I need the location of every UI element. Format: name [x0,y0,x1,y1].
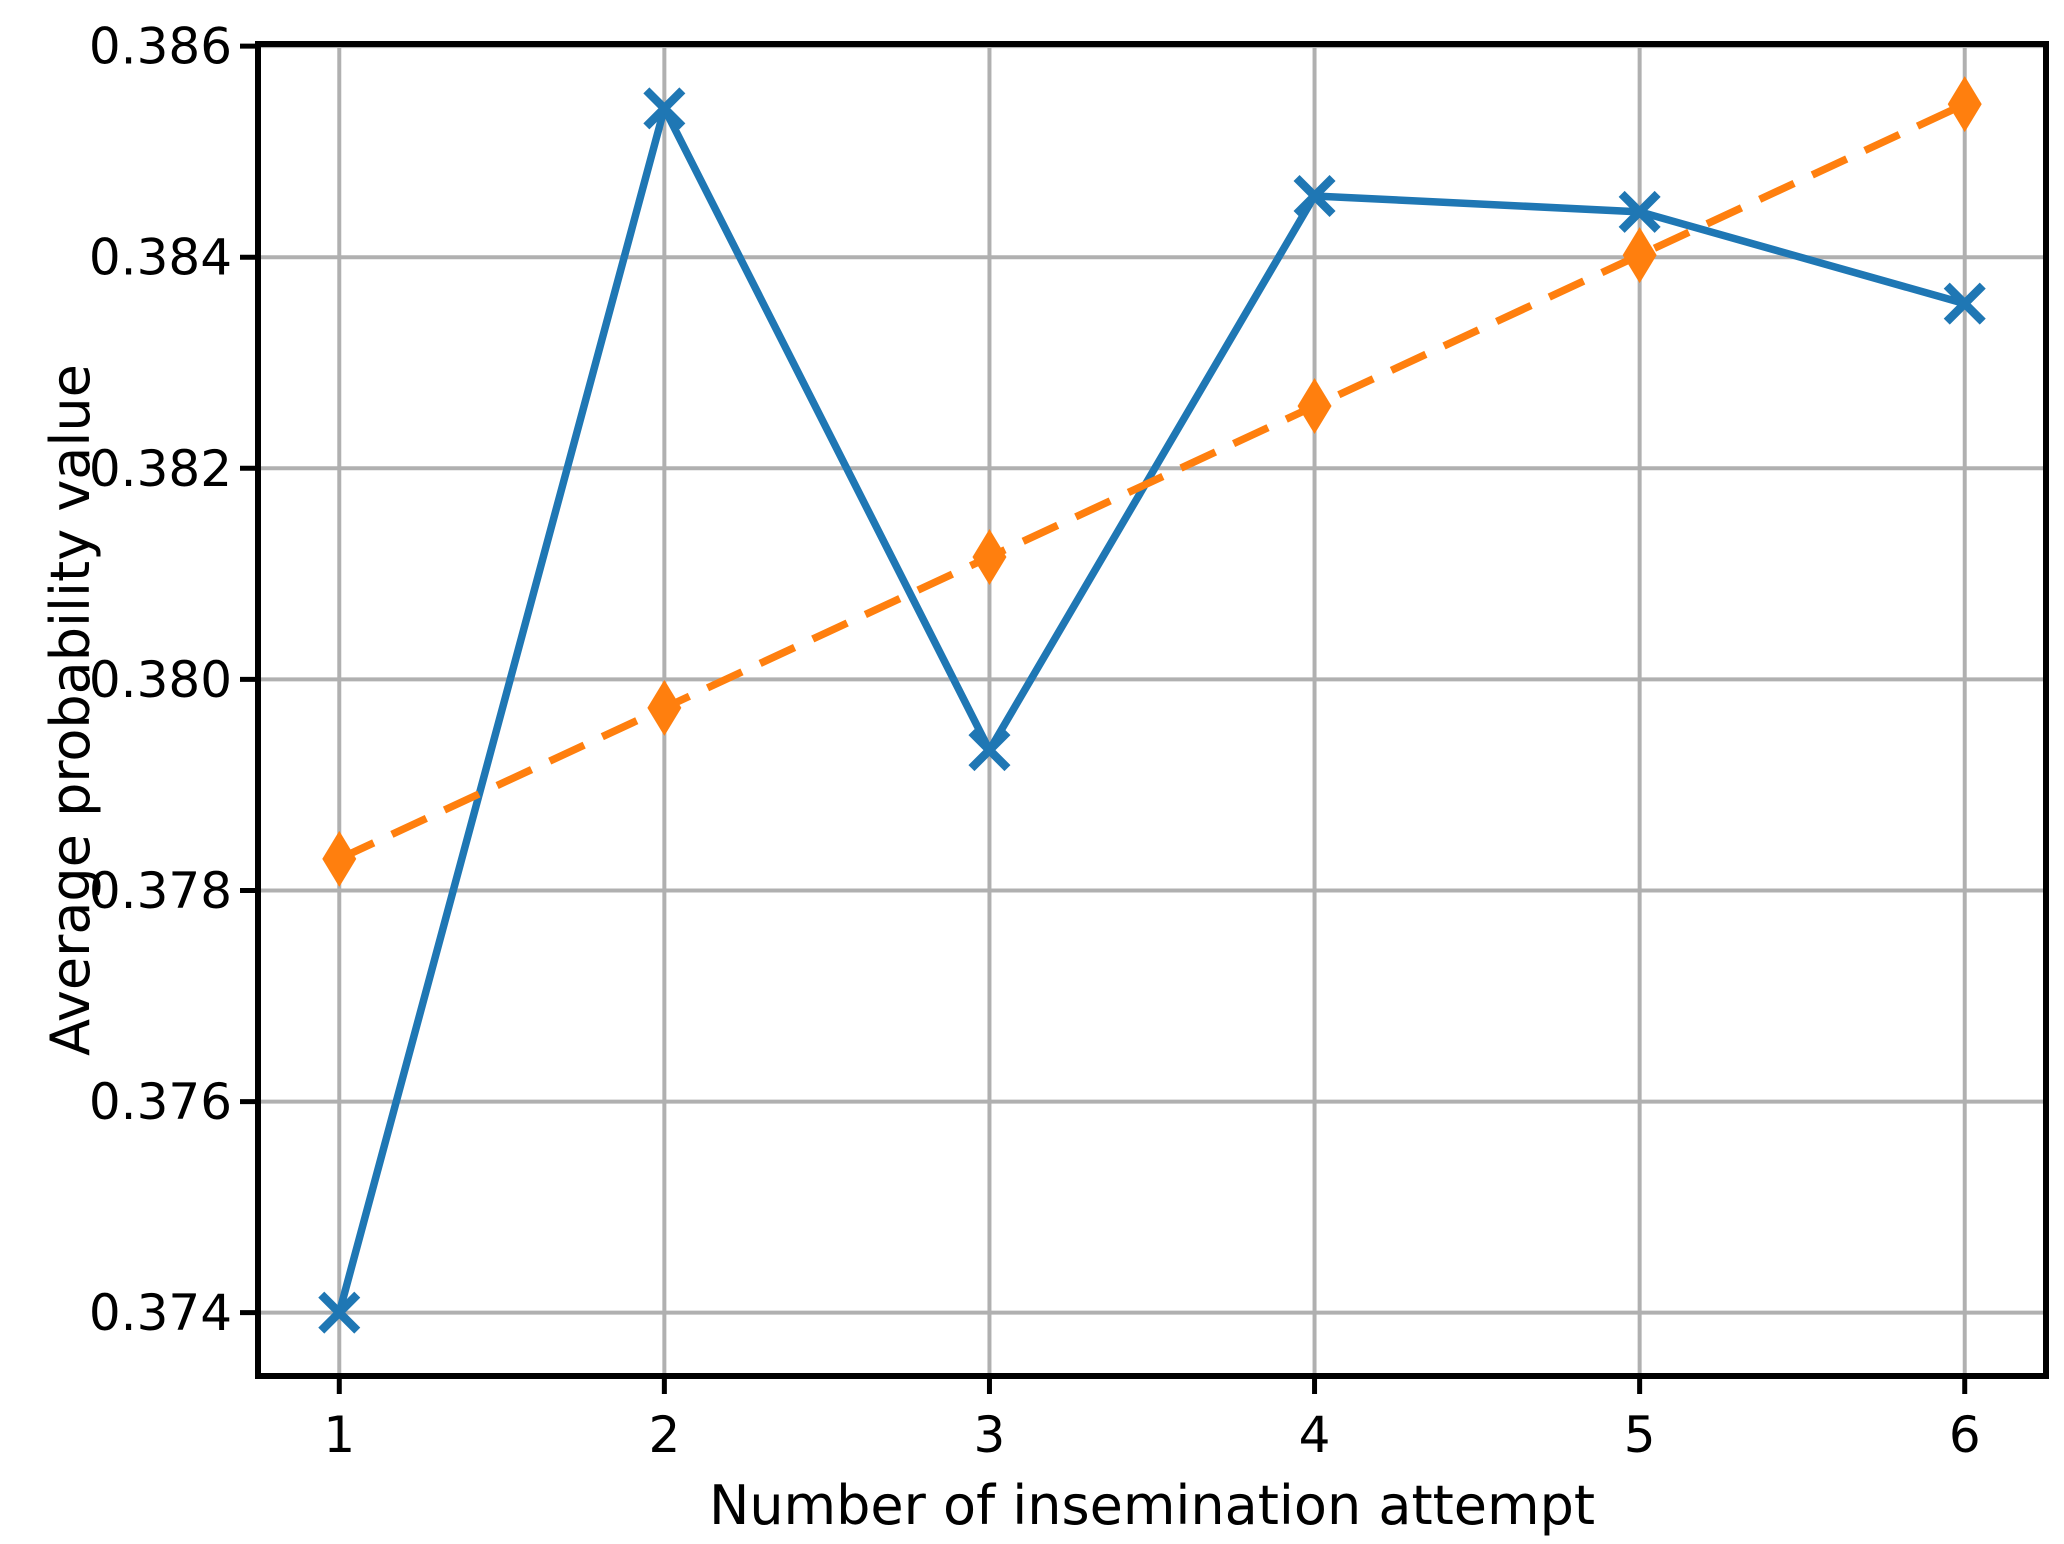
x-axis-label: Number of insemination attempt [709,1474,1595,1537]
series-line-0 [335,104,1966,1314]
data-point-marker-x [1618,190,1661,233]
y-tick-label: 0.374 [89,1284,232,1342]
data-point-marker-diamond [322,830,357,887]
series-line-1 [337,100,1967,863]
x-tick-label: 2 [648,1406,680,1464]
x-tick-label: 1 [323,1406,355,1464]
y-tick-label: 0.378 [89,862,232,920]
data-point-marker-x [318,1291,361,1334]
data-point-marker-x [968,729,1011,772]
data-point-marker-x [1943,282,1986,325]
data-point-marker-diamond [647,679,682,736]
data-point-marker-x [643,87,686,130]
x-tick-label: 5 [1624,1406,1656,1464]
x-tick-label: 4 [1299,1406,1331,1464]
x-tick-label: 3 [974,1406,1006,1464]
data-point-marker-x [1293,174,1336,217]
y-tick-label: 0.382 [89,440,232,498]
y-tick-label: 0.380 [89,651,232,709]
data-point-marker-diamond [972,528,1007,585]
y-tick-label: 0.384 [89,229,232,287]
x-tick-label: 6 [1949,1406,1981,1464]
data-point-marker-diamond [1947,76,1982,133]
y-axis-label: Average probability value [39,364,102,1056]
y-tick-label: 0.386 [89,18,232,76]
plot-border [255,41,2049,1379]
y-tick-label: 0.376 [89,1073,232,1131]
data-point-marker-diamond [1297,378,1332,435]
data-point-marker-diamond [1622,227,1657,284]
